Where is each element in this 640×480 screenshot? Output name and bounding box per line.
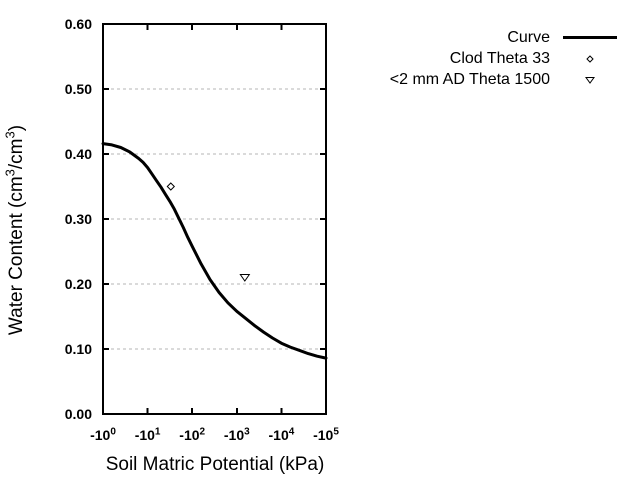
ad-theta1500-point	[239, 274, 251, 282]
x-tick-exponent: 5	[333, 426, 339, 438]
y-tick-label: 0.30	[64, 211, 92, 227]
diamond-icon	[586, 54, 594, 63]
legend-row: Curve	[230, 27, 617, 48]
x-tick-label: -100	[90, 427, 116, 443]
y-tick-label: 0.10	[64, 341, 92, 357]
x-tick-label: -103	[224, 427, 250, 443]
x-tick-exponent: 3	[244, 426, 250, 438]
y-axis-title-text: )	[6, 124, 27, 132]
x-tick-label: -101	[135, 427, 161, 443]
y-axis-title-text: /cm	[6, 138, 27, 170]
y-tick-label: 0.00	[64, 406, 92, 422]
y-tick-label: 0.60	[64, 16, 92, 32]
legend-line-sample	[563, 27, 617, 48]
y-tick-label: 0.20	[64, 276, 92, 292]
legend-label: Clod Theta 33	[449, 49, 550, 67]
legend-diamond-marker	[563, 48, 617, 69]
clod-theta33-point	[166, 182, 175, 191]
legend-row: Clod Theta 33	[230, 48, 617, 69]
x-tick-label: -105	[313, 427, 339, 443]
x-tick-exponent: 4	[288, 426, 295, 438]
curve-line-icon	[563, 36, 617, 39]
x-tick-base: -10	[134, 427, 155, 443]
x-tick-base: -10	[268, 427, 289, 443]
x-tick-label: -104	[268, 427, 294, 443]
x-tick-label: -102	[179, 427, 205, 443]
y-tick-label: 0.50	[64, 81, 92, 97]
y-tick-label: 0.40	[64, 146, 92, 162]
legend-label: <2 mm AD Theta 1500	[389, 70, 550, 88]
y-axis-title-superscript: 3	[2, 131, 18, 139]
curve-line	[101, 142, 328, 360]
legend-row: <2 mm AD Theta 1500	[230, 69, 617, 90]
y-axis-title-text: Water Content (cm	[6, 176, 27, 336]
legend-triangle-marker	[563, 69, 617, 90]
x-tick-base: -10	[90, 427, 111, 443]
y-axis-title: Water Content (cm3/cm3)	[2, 124, 28, 336]
x-tick-exponent: 1	[154, 426, 161, 438]
x-tick-base: -10	[313, 427, 334, 443]
x-tick-exponent: 0	[110, 426, 116, 438]
triangle-down-icon	[585, 76, 595, 84]
y-axis-title-superscript: 3	[2, 169, 18, 177]
x-axis-title: Soil Matric Potential (kPa)	[105, 454, 325, 475]
x-tick-base: -10	[179, 427, 200, 443]
x-tick-base: -10	[223, 427, 245, 443]
x-tick-exponent: 2	[199, 426, 206, 438]
legend: Curve Clod Theta 33 <2 mm AD Theta 1500	[230, 27, 617, 90]
legend-label: Curve	[507, 28, 550, 46]
